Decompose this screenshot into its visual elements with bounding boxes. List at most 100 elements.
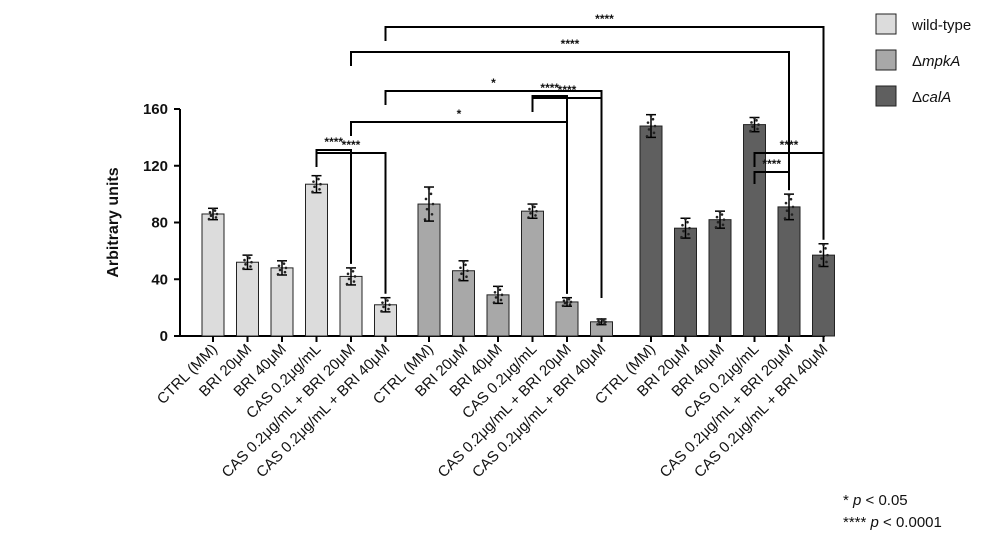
data-point bbox=[645, 134, 649, 138]
data-point bbox=[783, 217, 787, 220]
data-point bbox=[243, 258, 246, 262]
data-point bbox=[819, 250, 822, 254]
significance-bracket: **** bbox=[384, 12, 825, 227]
data-point bbox=[822, 243, 825, 247]
significance-label: **** bbox=[595, 12, 614, 26]
significance-bracket: * bbox=[384, 76, 603, 291]
data-point bbox=[688, 226, 691, 230]
data-point bbox=[824, 247, 827, 250]
data-point bbox=[535, 209, 538, 213]
data-point bbox=[465, 275, 468, 278]
data-point bbox=[755, 119, 758, 122]
data-point bbox=[722, 218, 726, 221]
data-point bbox=[312, 180, 315, 183]
data-point bbox=[278, 268, 282, 272]
significance-label: **** bbox=[324, 135, 343, 149]
data-point bbox=[596, 323, 599, 326]
data-point bbox=[687, 232, 690, 236]
data-point bbox=[790, 213, 794, 216]
data-point bbox=[384, 297, 387, 300]
bar bbox=[674, 227, 697, 337]
data-point bbox=[720, 213, 724, 216]
data-point bbox=[751, 125, 754, 129]
bracket-line bbox=[384, 26, 825, 227]
data-point bbox=[351, 270, 355, 273]
data-point bbox=[653, 124, 657, 128]
significance-label: * bbox=[457, 107, 462, 121]
data-point bbox=[602, 318, 605, 322]
y-tick-label: 40 bbox=[151, 271, 168, 288]
legend-swatch bbox=[875, 85, 897, 107]
data-point bbox=[244, 263, 247, 266]
bar bbox=[236, 261, 259, 337]
bar bbox=[777, 206, 801, 337]
data-point bbox=[499, 298, 503, 302]
data-point bbox=[789, 197, 793, 201]
data-point bbox=[380, 309, 383, 313]
data-point bbox=[464, 263, 467, 267]
data-point bbox=[646, 121, 650, 124]
data-point bbox=[561, 304, 565, 308]
data-point bbox=[318, 188, 321, 191]
data-point bbox=[718, 210, 722, 214]
data-point bbox=[682, 229, 685, 233]
data-point bbox=[213, 209, 217, 212]
bracket-line bbox=[350, 121, 568, 294]
data-point bbox=[649, 114, 653, 118]
data-point bbox=[248, 256, 251, 260]
data-point bbox=[721, 223, 725, 227]
data-point bbox=[651, 117, 655, 121]
data-point bbox=[311, 190, 314, 194]
y-tick-label: 80 bbox=[151, 215, 168, 232]
data-point bbox=[749, 129, 752, 133]
data-point bbox=[680, 235, 683, 239]
data-point bbox=[353, 275, 357, 278]
y-tick-label: 120 bbox=[143, 158, 168, 175]
data-point bbox=[284, 266, 288, 270]
y-axis: 0 40 80 120 160 bbox=[143, 101, 181, 345]
data-point bbox=[567, 298, 571, 301]
data-point bbox=[346, 272, 350, 276]
data-point bbox=[283, 270, 287, 274]
data-point bbox=[423, 218, 427, 221]
footnote: * p < 0.05 bbox=[843, 492, 908, 509]
data-point bbox=[496, 285, 500, 289]
legend-label: ΔcalA bbox=[912, 89, 951, 106]
data-point bbox=[569, 300, 573, 304]
data-point bbox=[565, 296, 569, 300]
data-point bbox=[280, 260, 284, 263]
data-point bbox=[784, 201, 788, 205]
significance-label: **** bbox=[342, 138, 361, 152]
data-point bbox=[345, 282, 349, 286]
data-point bbox=[493, 291, 497, 294]
data-point bbox=[249, 265, 252, 268]
data-point bbox=[681, 223, 684, 227]
y-tick-label: 160 bbox=[143, 101, 168, 118]
significance-bracket: * bbox=[350, 107, 568, 294]
data-point bbox=[466, 269, 469, 273]
significance-label: * bbox=[491, 76, 496, 90]
data-point bbox=[534, 214, 537, 217]
data-point bbox=[387, 307, 390, 311]
data-point bbox=[716, 220, 720, 224]
data-point bbox=[460, 272, 463, 276]
bar bbox=[417, 203, 441, 337]
data-point bbox=[787, 194, 791, 197]
legend-item: ΔcalA bbox=[875, 85, 951, 107]
data-point bbox=[562, 299, 566, 302]
data-point bbox=[818, 264, 821, 267]
bar bbox=[305, 183, 328, 337]
data-point bbox=[250, 260, 253, 264]
y-axis-title: Arbitrary units bbox=[105, 167, 122, 277]
data-point bbox=[349, 267, 353, 271]
data-point bbox=[246, 254, 249, 258]
data-point bbox=[317, 177, 320, 181]
data-point bbox=[347, 277, 351, 281]
data-point bbox=[429, 192, 433, 196]
y-tick-label: 0 bbox=[160, 328, 168, 345]
data-point bbox=[276, 272, 280, 276]
bar bbox=[201, 213, 225, 337]
data-point bbox=[750, 121, 753, 124]
